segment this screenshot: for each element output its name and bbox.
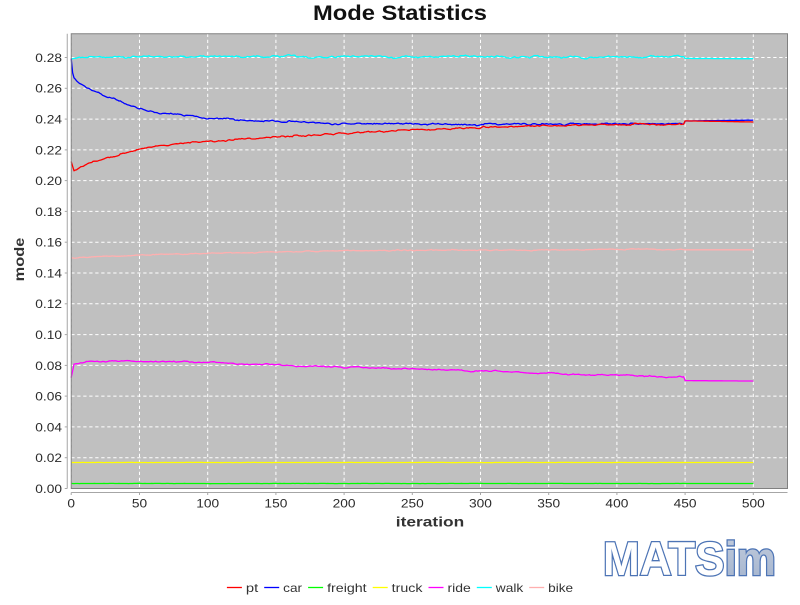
svg-text:walk: walk xyxy=(495,581,525,595)
svg-text:MATSim: MATSim xyxy=(603,532,776,585)
svg-text:0.20: 0.20 xyxy=(35,174,62,188)
svg-text:0.14: 0.14 xyxy=(35,266,62,280)
svg-text:bike: bike xyxy=(548,581,573,595)
svg-text:0.12: 0.12 xyxy=(35,297,62,311)
svg-text:500: 500 xyxy=(742,496,765,510)
svg-text:0.28: 0.28 xyxy=(35,51,62,65)
svg-text:0.16: 0.16 xyxy=(35,236,62,250)
svg-text:100: 100 xyxy=(196,496,219,510)
svg-text:0.24: 0.24 xyxy=(35,113,62,127)
svg-text:0: 0 xyxy=(67,496,75,510)
svg-text:50: 50 xyxy=(132,496,148,510)
svg-text:0.22: 0.22 xyxy=(35,143,62,157)
svg-text:freight: freight xyxy=(327,581,367,595)
svg-text:car: car xyxy=(283,581,302,595)
svg-text:0.26: 0.26 xyxy=(35,82,62,96)
svg-text:0.04: 0.04 xyxy=(35,420,62,434)
svg-text:ride: ride xyxy=(448,581,472,595)
svg-text:0.10: 0.10 xyxy=(35,328,62,342)
svg-text:mode: mode xyxy=(11,237,27,281)
svg-text:0.08: 0.08 xyxy=(35,359,62,373)
svg-text:Mode Statistics: Mode Statistics xyxy=(313,1,487,25)
svg-text:0.02: 0.02 xyxy=(35,451,62,465)
svg-text:0.18: 0.18 xyxy=(35,205,62,219)
svg-text:truck: truck xyxy=(392,581,424,595)
svg-text:200: 200 xyxy=(333,496,356,510)
svg-text:300: 300 xyxy=(469,496,492,510)
svg-text:150: 150 xyxy=(264,496,287,510)
svg-text:450: 450 xyxy=(674,496,697,510)
svg-text:iteration: iteration xyxy=(396,513,464,529)
svg-text:350: 350 xyxy=(537,496,560,510)
svg-text:250: 250 xyxy=(401,496,424,510)
svg-text:pt: pt xyxy=(246,581,259,595)
svg-text:0.06: 0.06 xyxy=(35,390,62,404)
svg-text:0.00: 0.00 xyxy=(35,482,62,496)
svg-text:400: 400 xyxy=(605,496,628,510)
